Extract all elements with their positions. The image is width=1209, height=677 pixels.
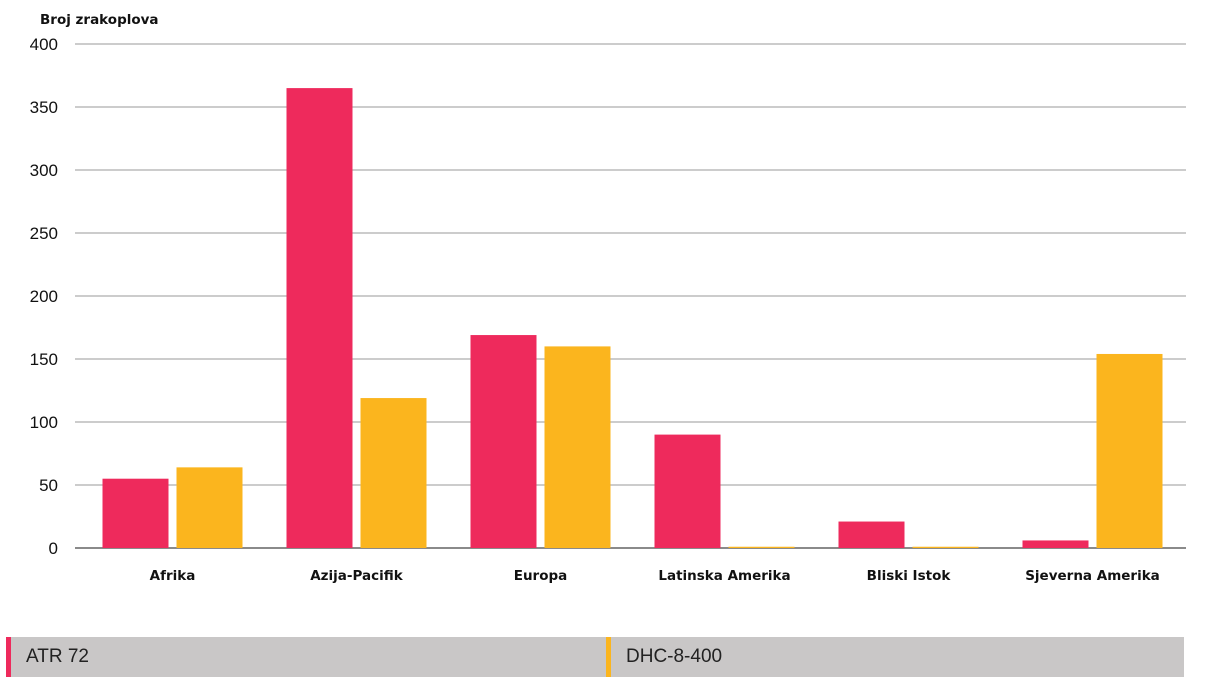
x-tick-label-sjeverna-amerika: Sjeverna Amerika	[1025, 568, 1160, 584]
x-tick-label-bliski-istok: Bliski Istok	[867, 568, 952, 584]
bar-dhc-8-400-sjeverna-amerika	[1096, 353, 1163, 548]
x-tick-label-azija-pacifik: Azija-Pacifik	[310, 568, 404, 584]
bars	[102, 88, 1163, 548]
y-tick-label-0: 0	[49, 539, 58, 558]
x-tick-label-afrika: Afrika	[150, 568, 196, 584]
legend-swatch-atr-72	[6, 637, 11, 677]
y-axis-label: Broj zrakoplova	[40, 12, 159, 28]
bar-chart: Broj zrakoplova 0 50 100 150 200 250 300 350 400…	[30, 12, 1186, 584]
y-tick-label-250: 250	[30, 224, 58, 243]
legend-item-atr-72: ATR 72	[6, 637, 89, 677]
bar-atr-72-afrika	[102, 478, 169, 548]
legend-label-dhc-8-400: DHC-8-400	[626, 646, 723, 667]
y-tick-label-350: 350	[30, 98, 58, 117]
y-tick-label-50: 50	[39, 476, 58, 495]
y-tick-label-150: 150	[30, 350, 58, 369]
bar-dhc-8-400-bliski-istok	[912, 546, 979, 548]
y-tick-label-400: 400	[30, 35, 58, 54]
x-tick-label-europa: Europa	[514, 568, 568, 584]
x-tick-label-latinska-amerika: Latinska Amerika	[658, 568, 790, 584]
legend-item-dhc-8-400: DHC-8-400	[606, 637, 722, 677]
y-tick-label-200: 200	[30, 287, 58, 306]
bar-dhc-8-400-latinska-amerika	[728, 546, 795, 548]
bar-atr-72-europa	[470, 335, 537, 548]
bar-atr-72-sjeverna-amerika	[1022, 540, 1089, 548]
y-tick-label-300: 300	[30, 161, 58, 180]
bar-dhc-8-400-afrika	[176, 467, 243, 548]
bar-dhc-8-400-azija-pacifik	[360, 398, 427, 548]
x-tick-labels: Afrika Azija-Pacifik Europa Latinska Amerik…	[150, 568, 1160, 584]
legend-swatch-dhc-8-400	[606, 637, 611, 677]
bar-atr-72-bliski-istok	[838, 521, 905, 548]
legend: ATR 72 DHC-8-400	[6, 637, 1184, 677]
bar-atr-72-azija-pacifik	[286, 88, 353, 548]
bar-dhc-8-400-europa	[544, 346, 611, 548]
gridlines	[75, 43, 1186, 549]
legend-label-atr-72: ATR 72	[26, 646, 90, 667]
y-tick-label-100: 100	[30, 413, 58, 432]
y-tick-labels: 0 50 100 150 200 250 300 350 400	[30, 35, 58, 558]
bar-atr-72-latinska-amerika	[654, 434, 721, 548]
